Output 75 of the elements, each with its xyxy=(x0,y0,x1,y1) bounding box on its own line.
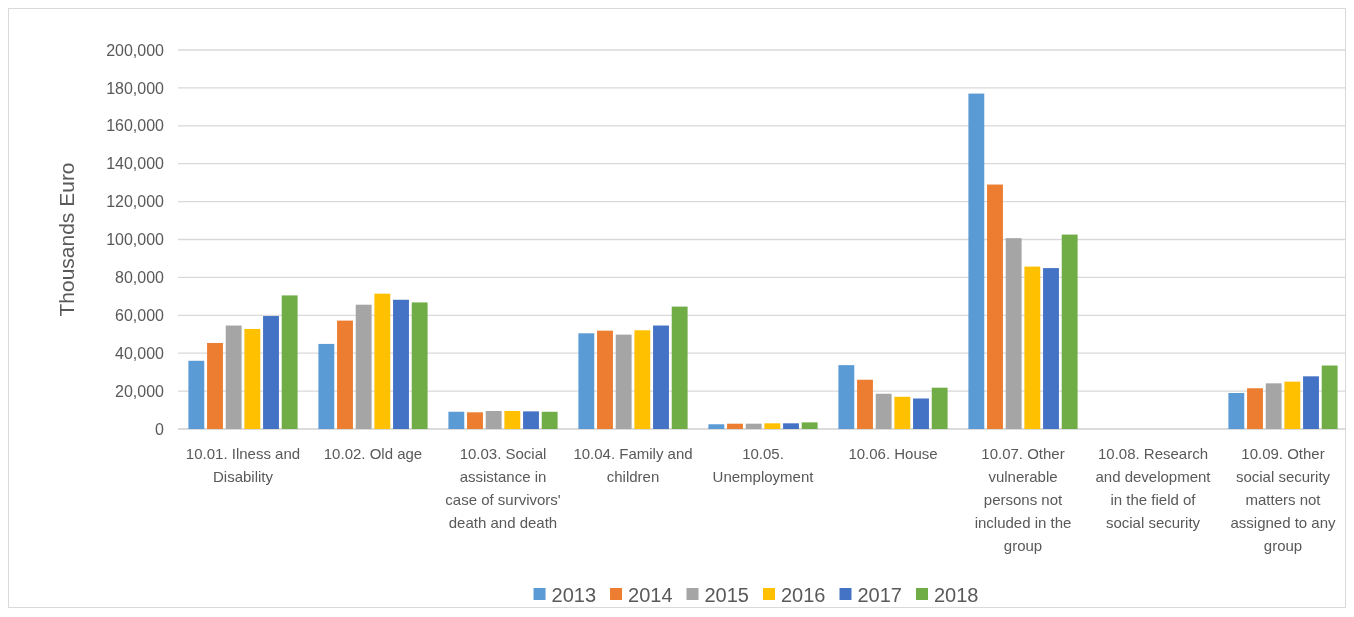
bar xyxy=(653,325,669,429)
bar xyxy=(355,304,372,429)
y-axis-title: Thousands Euro xyxy=(55,162,78,317)
y-tick-label: 180,000 xyxy=(106,79,165,97)
y-tick-label: 80,000 xyxy=(115,269,165,286)
bar xyxy=(225,325,242,429)
legend-label: 2016 xyxy=(781,584,826,606)
bar xyxy=(857,379,873,429)
y-tick-label: 120,000 xyxy=(106,193,165,211)
bar xyxy=(1043,268,1059,429)
bar xyxy=(1247,388,1263,429)
bar xyxy=(745,423,762,429)
bar xyxy=(188,360,205,429)
bar xyxy=(913,398,929,429)
legend-label: 2013 xyxy=(551,584,597,606)
x-tick-label: 10.04. Family and children xyxy=(573,445,693,485)
x-tick-label: 10.02. Old age xyxy=(323,445,423,462)
y-tick-label: 160,000 xyxy=(106,117,165,135)
bar xyxy=(634,330,651,429)
bar xyxy=(1321,365,1338,429)
bar xyxy=(597,330,613,429)
x-tick-label: 10.01. Ilness and Disability xyxy=(185,445,301,485)
bar xyxy=(1024,266,1041,429)
bar xyxy=(894,396,911,429)
bar xyxy=(615,334,632,429)
bar xyxy=(1061,234,1078,429)
y-tick-label: 140,000 xyxy=(106,155,165,173)
bar xyxy=(411,302,428,429)
bar xyxy=(1228,393,1245,429)
x-tick-label: 10.08. Research and development in the field of social security xyxy=(1095,445,1212,531)
legend-label: 2017 xyxy=(857,584,902,606)
y-tick-label: 60,000 xyxy=(115,306,165,324)
bar xyxy=(448,411,465,429)
bar xyxy=(968,93,985,429)
bar xyxy=(467,412,483,429)
bar xyxy=(1284,381,1301,429)
x-tick-label: 10.05. Unemployment xyxy=(712,445,815,485)
y-tick-label: 100,000 xyxy=(106,231,165,249)
x-tick-label: 10.09. Other social security matters not assigned to any group xyxy=(1230,445,1337,554)
bar xyxy=(801,422,818,429)
bar xyxy=(875,393,892,429)
legend-label: 2018 xyxy=(933,584,979,606)
bar xyxy=(523,411,539,429)
bar xyxy=(671,306,688,429)
bar xyxy=(281,295,298,429)
legend-label: 2015 xyxy=(704,584,750,606)
bar xyxy=(541,411,558,429)
bar xyxy=(708,424,725,429)
y-tick-label: 40,000 xyxy=(115,344,165,362)
bar xyxy=(244,328,261,429)
bar xyxy=(318,343,335,429)
bar xyxy=(783,423,799,429)
bar xyxy=(374,293,391,429)
bar xyxy=(578,333,595,429)
bar xyxy=(764,423,781,429)
x-tick-label: 10.06. House xyxy=(848,445,938,462)
bar xyxy=(1005,238,1022,429)
x-tick-label: 10.03. Social assistance in case of survivors' death and death xyxy=(445,445,561,531)
y-tick-label: 20,000 xyxy=(115,382,165,400)
bar xyxy=(337,320,353,429)
y-tick-label: 0 xyxy=(155,420,165,438)
bar xyxy=(504,411,521,429)
x-tick-label: 10.07. Other vulnerable persons not included in the group xyxy=(974,445,1072,554)
bar xyxy=(393,299,409,429)
legend-label: 2014 xyxy=(628,584,673,606)
y-tick-label: 200,000 xyxy=(106,41,165,59)
bar xyxy=(207,342,223,429)
bar xyxy=(727,423,743,429)
bar xyxy=(838,365,855,429)
bar xyxy=(485,411,502,429)
bar xyxy=(987,184,1003,429)
bar xyxy=(931,387,948,429)
bar xyxy=(1265,383,1282,429)
bar xyxy=(263,316,279,429)
bar xyxy=(1303,376,1319,429)
